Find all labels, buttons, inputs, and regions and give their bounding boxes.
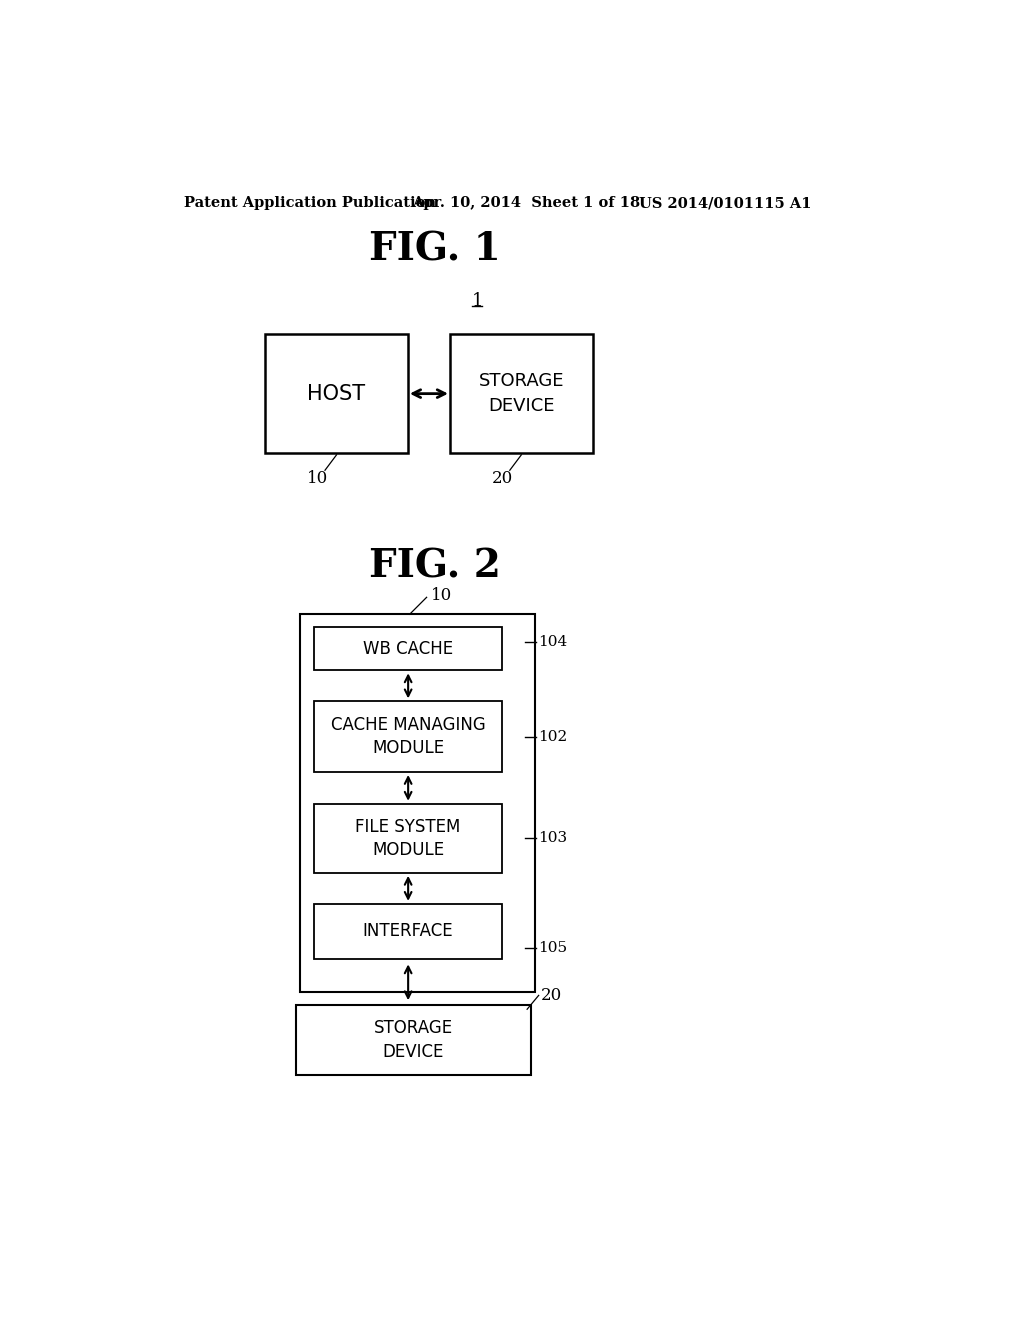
Bar <box>451 334 593 453</box>
Text: WB CACHE: WB CACHE <box>364 639 454 657</box>
Text: 10: 10 <box>430 587 452 605</box>
Text: 10: 10 <box>306 470 328 487</box>
Text: FIG. 2: FIG. 2 <box>369 548 501 586</box>
Text: HOST: HOST <box>307 384 366 404</box>
Text: Patent Application Publication: Patent Application Publication <box>184 197 436 210</box>
Text: 105: 105 <box>538 941 567 954</box>
Bar <box>300 614 535 991</box>
Bar <box>313 904 503 960</box>
Bar <box>313 701 503 772</box>
Text: 103: 103 <box>538 832 567 845</box>
Text: FILE SYSTEM
MODULE: FILE SYSTEM MODULE <box>355 817 461 859</box>
Text: 20: 20 <box>492 470 513 487</box>
Text: STORAGE
DEVICE: STORAGE DEVICE <box>374 1019 453 1061</box>
Text: Apr. 10, 2014  Sheet 1 of 18: Apr. 10, 2014 Sheet 1 of 18 <box>412 197 640 210</box>
Text: INTERFACE: INTERFACE <box>362 923 454 940</box>
Text: CACHE MANAGING
MODULE: CACHE MANAGING MODULE <box>331 715 485 758</box>
Text: 102: 102 <box>538 730 567 743</box>
Text: 20: 20 <box>541 987 562 1005</box>
Text: STORAGE
DEVICE: STORAGE DEVICE <box>478 372 564 414</box>
Text: FIG. 1: FIG. 1 <box>369 230 501 268</box>
Text: 104: 104 <box>538 635 567 649</box>
Bar <box>313 627 503 671</box>
Bar <box>296 1006 531 1074</box>
Text: US 2014/0101115 A1: US 2014/0101115 A1 <box>639 197 811 210</box>
Bar <box>313 804 503 873</box>
Text: 1: 1 <box>471 292 482 310</box>
Bar <box>265 334 408 453</box>
